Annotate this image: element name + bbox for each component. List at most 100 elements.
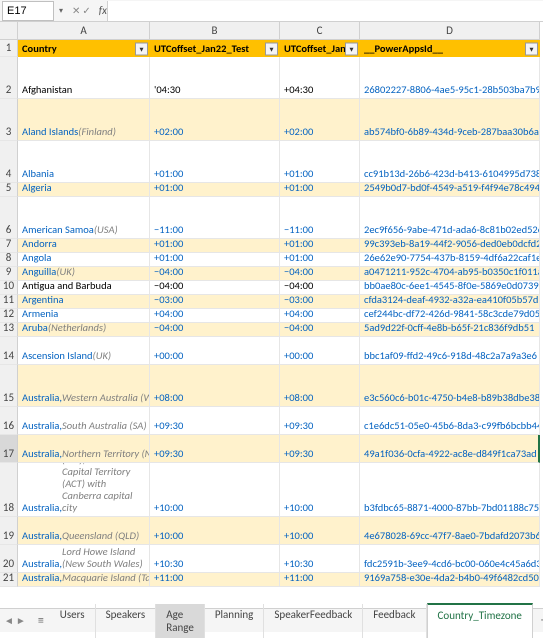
- column-header-A[interactable]: A: [18, 22, 150, 40]
- sheet-tab[interactable]: Speakers: [96, 604, 157, 638]
- cell-D16[interactable]: c1e6dc51-05e0-45b6-8da3-c99fb6bcbb44: [360, 407, 540, 435]
- cell-C8[interactable]: +01:00: [280, 253, 360, 267]
- cell-A13[interactable]: Aruba (Netherlands): [18, 323, 150, 337]
- column-header-B[interactable]: B: [150, 22, 280, 40]
- cell-D2[interactable]: 26802227-8806-4ae5-95c1-28b503ba7b9d: [360, 57, 540, 99]
- cell-A7[interactable]: Andorra: [18, 239, 150, 253]
- cell-B4[interactable]: +01:00: [150, 141, 280, 183]
- sheet-tab[interactable]: Country_Timezone: [427, 603, 533, 638]
- cell-C2[interactable]: +04:30: [280, 57, 360, 99]
- cell-A10[interactable]: Antigua and Barbuda: [18, 281, 150, 295]
- cell-A11[interactable]: Argentina: [18, 295, 150, 309]
- cell-A4[interactable]: Albania: [18, 141, 150, 183]
- row-header-15[interactable]: 15: [0, 365, 18, 407]
- cell-B14[interactable]: +00:00: [150, 337, 280, 365]
- cell-D8[interactable]: 26e62e90-7754-437b-8159-4df6a22caf1e: [360, 253, 540, 267]
- fx-icon[interactable]: fx: [95, 4, 107, 17]
- cell-C16[interactable]: +09:30: [280, 407, 360, 435]
- table-header-A[interactable]: Country▾: [18, 40, 150, 57]
- cell-D13[interactable]: 5ad9d22f-0cff-4e8b-b65f-21c836f9db51: [360, 323, 540, 337]
- cell-D18[interactable]: b3fdbc65-8871-4000-87bb-7bd01188c751: [360, 463, 540, 517]
- filter-button[interactable]: ▾: [265, 42, 278, 55]
- cell-B13[interactable]: −04:00: [150, 323, 280, 337]
- cell-D21[interactable]: 9169a758-e30e-4da2-b4b0-49f6482cd50b: [360, 573, 540, 587]
- sheet-tab[interactable]: Planning: [205, 604, 265, 638]
- cell-C3[interactable]: +02:00: [280, 99, 360, 141]
- cell-C5[interactable]: +01:00: [280, 183, 360, 197]
- filter-button[interactable]: ▾: [525, 42, 538, 55]
- column-header-C[interactable]: C: [280, 22, 360, 40]
- formula-bar[interactable]: [107, 1, 543, 21]
- filter-button[interactable]: ▾: [345, 42, 358, 55]
- cell-B10[interactable]: −04:00: [150, 281, 280, 295]
- cell-C14[interactable]: +00:00: [280, 337, 360, 365]
- table-header-D[interactable]: __PowerAppsId__▾: [360, 40, 540, 57]
- cell-B6[interactable]: −11:00: [150, 197, 280, 239]
- cell-D10[interactable]: bb0ae80c-6ee1-4545-8f0e-5869e0d07391: [360, 281, 540, 295]
- tab-nav-prev-icon[interactable]: ◄: [4, 614, 14, 627]
- cell-D5[interactable]: 2549b0d7-bd0f-4549-a519-f4f94e78c494: [360, 183, 540, 197]
- cancel-formula-icon[interactable]: ✕: [72, 4, 80, 17]
- row-header-18[interactable]: 18: [0, 463, 18, 517]
- row-header-20[interactable]: 20: [0, 545, 18, 573]
- cell-D11[interactable]: cfda3124-deaf-4932-a32a-ea410f05b57d: [360, 295, 540, 309]
- cell-B3[interactable]: +02:00: [150, 99, 280, 141]
- cell-D6[interactable]: 2ec9f656-9abe-471d-ada6-8c81b02ed52e: [360, 197, 540, 239]
- cell-B16[interactable]: +09:30: [150, 407, 280, 435]
- name-box-dropdown[interactable]: ▾: [54, 1, 68, 21]
- cell-C9[interactable]: −04:00: [280, 267, 360, 281]
- cell-A2[interactable]: Afghanistan: [18, 57, 150, 99]
- cell-C15[interactable]: +08:00: [280, 365, 360, 407]
- cell-C11[interactable]: −03:00: [280, 295, 360, 309]
- cell-A17[interactable]: Australia, Northern Territory (NT): [18, 435, 150, 463]
- cell-A14[interactable]: Ascension Island (UK): [18, 337, 150, 365]
- tab-nav-next-icon[interactable]: ►: [16, 614, 26, 627]
- cell-A12[interactable]: Armenia: [18, 309, 150, 323]
- select-all-corner[interactable]: [0, 22, 18, 40]
- cell-D19[interactable]: 4e678028-69cc-47f7-8ae0-7bdafd2073b6: [360, 517, 540, 545]
- sheet-tab[interactable]: Users: [50, 604, 96, 638]
- cell-B7[interactable]: +01:00: [150, 239, 280, 253]
- cell-C12[interactable]: +04:00: [280, 309, 360, 323]
- cell-A8[interactable]: Angola: [18, 253, 150, 267]
- cell-C21[interactable]: +11:00: [280, 573, 360, 587]
- row-header-13[interactable]: 13: [0, 323, 18, 337]
- column-header-D[interactable]: D: [360, 22, 540, 40]
- row-header-4[interactable]: 4: [0, 141, 18, 183]
- sheet-tab[interactable]: SpeakerFeedback: [264, 604, 363, 638]
- cell-B11[interactable]: −03:00: [150, 295, 280, 309]
- cell-C19[interactable]: +10:00: [280, 517, 360, 545]
- row-header-14[interactable]: 14: [0, 337, 18, 365]
- row-header-2[interactable]: 2: [0, 57, 18, 99]
- tab-list-icon[interactable]: ≡: [32, 614, 50, 628]
- cell-A18[interactable]: Australia, New South Wales (NSW), Tasman…: [18, 463, 150, 517]
- row-header-21[interactable]: 21: [0, 573, 18, 587]
- add-sheet-icon[interactable]: +: [533, 609, 543, 632]
- row-header-16[interactable]: 16: [0, 407, 18, 435]
- cell-B18[interactable]: +10:00: [150, 463, 280, 517]
- cell-A5[interactable]: Algeria: [18, 183, 150, 197]
- spreadsheet-grid[interactable]: ABCD1Country▾UTCoffset_Jan22_Test▾UTCoff…: [0, 22, 543, 587]
- cell-A6[interactable]: American Samoa (USA): [18, 197, 150, 239]
- cell-C13[interactable]: −04:00: [280, 323, 360, 337]
- row-header-1[interactable]: 1: [0, 40, 18, 57]
- cell-B5[interactable]: +01:00: [150, 183, 280, 197]
- cell-D14[interactable]: bbc1af09-ffd2-49c6-918d-48c2a7a9a3e6: [360, 337, 540, 365]
- cell-A19[interactable]: Australia, Queensland (QLD): [18, 517, 150, 545]
- cell-A15[interactable]: Australia, Western Australia (WA): [18, 365, 150, 407]
- cell-C4[interactable]: +01:00: [280, 141, 360, 183]
- sheet-tab[interactable]: Age Range: [156, 604, 205, 638]
- cell-A16[interactable]: Australia, South Australia (SA): [18, 407, 150, 435]
- cell-B20[interactable]: +10:30: [150, 545, 280, 573]
- cell-D9[interactable]: a0471211-952c-4704-ab95-b0350c1f011a: [360, 267, 540, 281]
- cell-B2[interactable]: '04:30: [150, 57, 280, 99]
- cell-D3[interactable]: ab574bf0-6b89-434d-9ceb-287baa30b6a0: [360, 99, 540, 141]
- cell-D12[interactable]: cef244bc-df72-426d-9841-58c3cde79d05: [360, 309, 540, 323]
- table-header-C[interactable]: UTCoffset_Jan22▾: [280, 40, 360, 57]
- accept-formula-icon[interactable]: ✓: [82, 4, 90, 17]
- cell-B17[interactable]: +09:30: [150, 435, 280, 463]
- row-header-6[interactable]: 6: [0, 197, 18, 239]
- cell-C10[interactable]: −04:00: [280, 281, 360, 295]
- row-header-3[interactable]: 3: [0, 99, 18, 141]
- cell-A3[interactable]: Aland Islands (Finland): [18, 99, 150, 141]
